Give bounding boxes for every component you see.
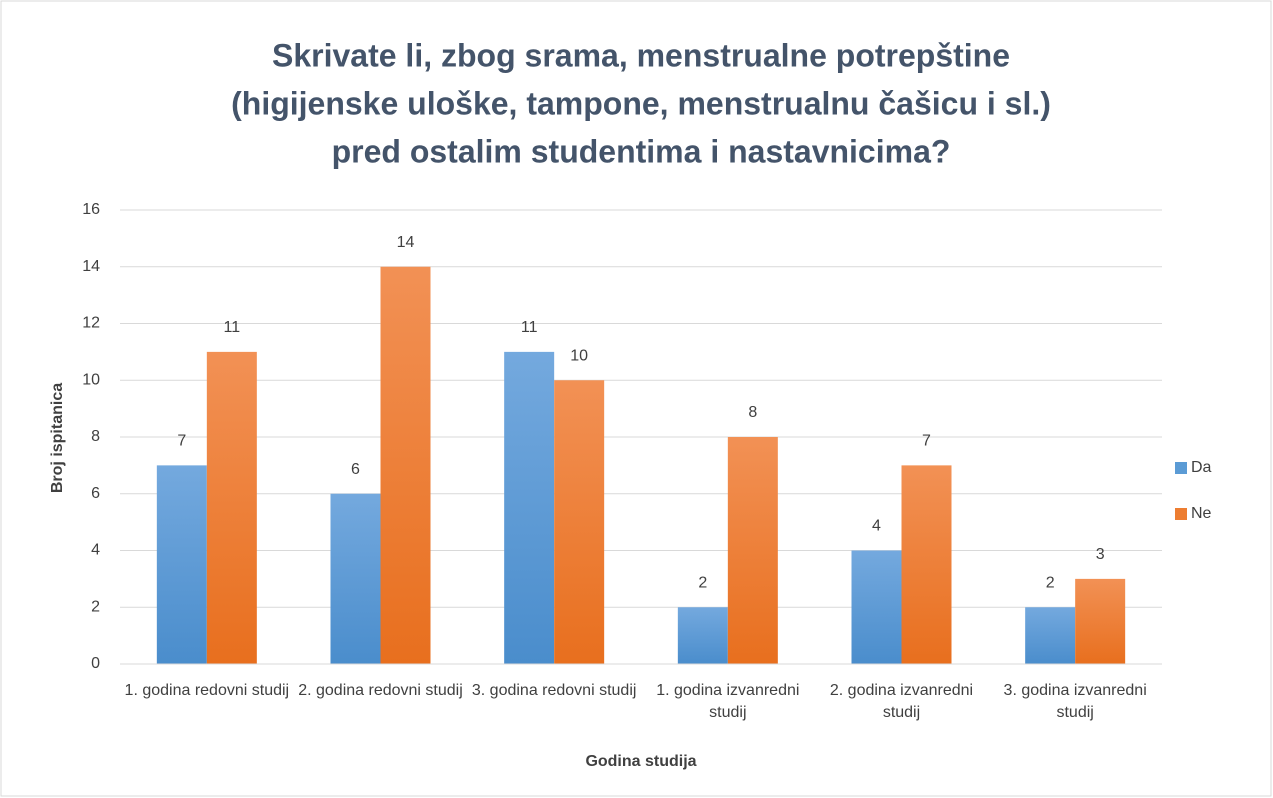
legend-swatch [1175,462,1187,474]
bar [504,351,555,664]
y-tick-label: 6 [91,485,100,502]
bar [554,380,605,664]
data-label: 14 [397,234,415,251]
bar [727,437,778,664]
bar [1075,578,1126,664]
y-tick-label: 4 [91,542,100,559]
x-tick-label: 3. godina redovni studij [471,682,637,699]
y-tick-label: 10 [82,371,100,388]
bar [1025,607,1076,664]
data-label: 10 [570,347,588,364]
chart-title: pred ostalim studentima i nastavnicima? [332,133,951,169]
y-tick-label: 0 [91,655,100,672]
bar [156,465,207,664]
bar [677,607,728,664]
data-label: 6 [351,461,360,478]
y-axis-label: Broj ispitanica [49,383,66,493]
chart-title: (higijenske uloške, tampone, menstrualnu… [231,85,1051,121]
y-tick-label: 14 [82,258,100,275]
y-tick-label: 8 [91,428,100,445]
x-tick-label: 3. godina izvanredni studij [1003,682,1147,721]
x-tick-label: 1. godina izvanredni studij [656,682,800,721]
x-axis-label: Godina studija [585,753,696,770]
y-tick-label: 2 [91,598,100,615]
data-label: 8 [748,404,757,421]
bar [851,550,902,664]
x-tick-label: 2. godina redovni studij [298,682,463,699]
bar [330,493,381,664]
legend-swatch [1175,508,1187,520]
chart-title: Skrivate li, zbog srama, menstrualne pot… [272,37,1010,73]
bar [901,465,952,664]
data-label: 11 [521,319,538,336]
data-label: 2 [698,574,707,591]
y-tick-label: 12 [82,315,100,332]
bar [380,266,431,664]
data-label: 4 [872,518,881,535]
data-label: 11 [224,319,241,336]
x-tick-label: 1. godina redovni studij [124,682,290,699]
data-label: 7 [177,433,186,450]
data-label: 2 [1046,574,1055,591]
legend-label: Ne [1191,505,1212,522]
data-label: 3 [1096,546,1105,563]
data-label: 7 [922,433,931,450]
x-tick-label: 2. godina izvanredni studij [829,682,974,721]
legend-label: Da [1191,459,1212,476]
y-tick-label: 16 [82,201,100,218]
bar [206,351,257,664]
